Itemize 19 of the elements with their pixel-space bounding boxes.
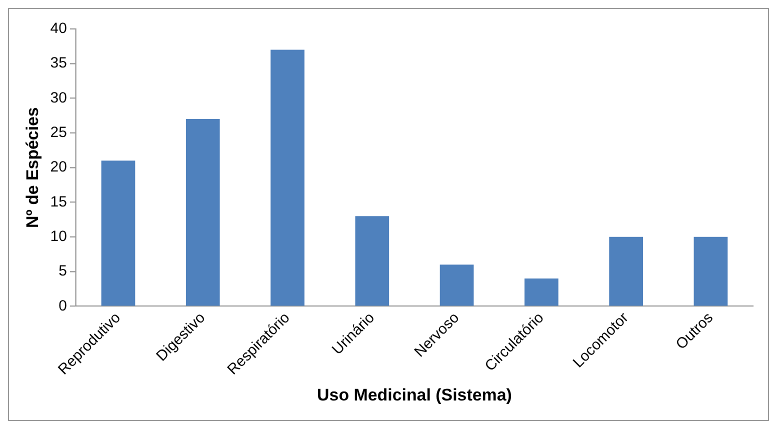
y-axis-title: Nº de Espécies [22, 107, 42, 228]
y-tick-label: 15 [50, 193, 67, 210]
y-tick-label: 30 [50, 89, 67, 106]
bar [694, 236, 728, 306]
bar [270, 50, 304, 306]
bar [186, 119, 220, 306]
bar [355, 216, 390, 306]
x-axis-title: Uso Medicinal (Sistema) [317, 386, 512, 405]
y-tick-label: 35 [50, 54, 67, 72]
y-tick-label: 0 [58, 297, 67, 314]
y-tick-label: 40 [50, 20, 67, 38]
bar [609, 236, 644, 306]
bar [101, 160, 136, 306]
bar [524, 278, 558, 306]
y-tick-label: 10 [50, 228, 67, 246]
y-tick-label: 5 [58, 262, 67, 280]
y-tick-label: 25 [50, 124, 67, 142]
bar [440, 264, 474, 306]
y-tick-label: 20 [50, 158, 67, 176]
